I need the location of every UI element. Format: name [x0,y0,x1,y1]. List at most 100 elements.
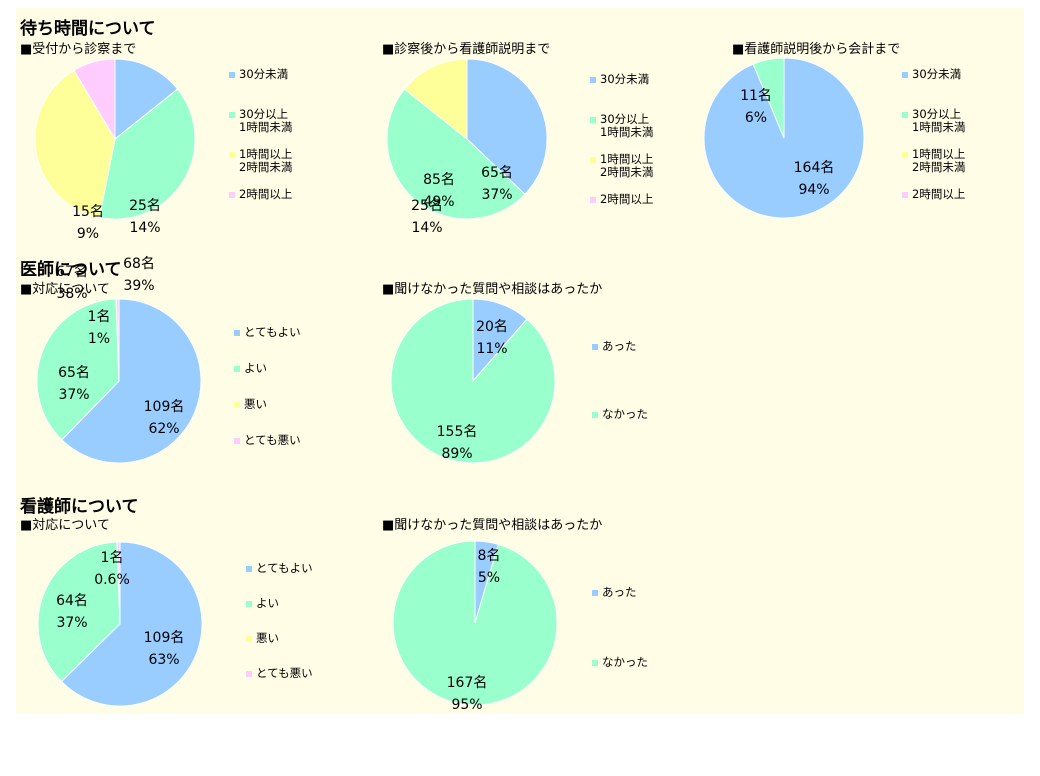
slice-count-label: 167名 [447,675,488,691]
slice-percent-label: 49% [423,194,454,210]
legend-label: あった [602,339,637,353]
slice-count-label: 109名 [144,399,185,415]
pie-chart-2: 65名 37% 85名 49%25名 14% [386,58,548,236]
legend-swatch [590,197,596,203]
slice-percent-label: 14% [411,220,442,236]
chart-title-exam-to-nurse: ■診察後から看護師説明まで [382,42,551,57]
legend-label: なかった [602,407,648,421]
pie-slice [392,540,558,706]
slice-percent-label: 11% [476,341,507,357]
slice-count-label: 1名 [101,550,124,566]
legend-swatch [590,157,596,163]
slice-count-label: 109名 [144,630,185,646]
slice-percent-label: 37% [481,187,512,203]
pie-slice [466,58,548,195]
slice-count-label: 25名 [411,198,443,214]
legend-swatch [592,412,598,418]
legend-swatch [246,601,252,607]
slice-count-label: 11名 [740,88,772,104]
slice-percent-label: 0.6% [94,572,130,588]
legend-swatch [590,117,596,123]
slice-count-label: 65名 [481,165,513,181]
slice-percent-label: 37% [58,387,89,403]
slice-percent-label: 37% [56,615,87,631]
legend-label: あった [602,585,637,599]
slice-percent-label: 89% [441,446,472,462]
slice-percent-label: 62% [148,421,179,437]
pie-chart-7: 8名 5% 167名 95% [392,540,558,713]
legend-swatch [902,192,908,198]
legend-label: 2時間以上 [239,187,293,201]
legend-swatch [234,438,240,444]
slice-count-label: 64名 [56,593,88,609]
slice-count-label: 164名 [794,160,835,176]
legend-label: とても悪い [256,666,313,680]
slice-count-label: 25名 [129,198,161,214]
slice-percent-label: 63% [148,652,179,668]
legend-swatch [246,566,252,572]
slice-count-label: 15名 [72,204,104,220]
legend-swatch [234,402,240,408]
slice-percent-label: 1% [88,331,110,347]
slice-count-label: 65名 [58,365,90,381]
pie-slice [34,69,116,219]
legend-label: 1時間以上 2時間未満 [912,147,966,174]
legend-label: 2時間以上 [600,192,654,206]
chart-title-reception-to-exam: ■受付から診察まで [20,42,137,57]
legend-label: 30分未満 [239,67,289,81]
legend-label: 悪い [244,397,267,411]
slice-count-label: 20名 [476,319,508,335]
legend-swatch [592,590,598,596]
pie-slice [390,298,556,464]
legend-label: 悪い [256,631,279,645]
legend-swatch [246,671,252,677]
legend-swatch [229,152,235,158]
chart-title-doctor-questions: ■聞けなかった質問や相談はあったか [382,282,603,297]
legend-swatch [902,112,908,118]
legend-swatch [246,636,252,642]
slice-percent-label: 6% [745,110,767,126]
chart-title-nurse-response: ■対応について [20,518,110,533]
chart-title-nurse-to-billing: ■看護師説明後から会計まで [732,42,901,57]
pie-chart-5: 20名 11% 155名 89% [390,298,556,464]
slice-count-label: 8名 [478,548,501,564]
pie-slice [386,88,526,220]
legend-swatch [592,660,598,666]
pie-slice [73,58,116,141]
legend-swatch [229,112,235,118]
slice-percent-label: 94% [798,182,829,198]
legend-label: とてもよい [244,325,301,339]
legend-swatch [234,330,240,336]
pie-slice [116,541,121,625]
legend-swatch [592,344,598,350]
pie-slice [752,57,785,139]
slice-percent-label: 5% [478,570,500,586]
legend-label: 30分未満 [912,67,962,81]
slice-count-label: 85名 [423,172,455,188]
slice-percent-label: 9% [77,226,99,242]
slice-percent-label: 38% [56,286,87,302]
pie-slice [403,58,468,141]
pie-chart-3: 164名 94% 11名 6% [703,57,865,219]
legend-label: よい [244,361,267,375]
pie-slice [36,298,120,441]
chart-title-doctor-response: ■対応について [20,282,110,297]
slice-count-label: 155名 [437,424,478,440]
legend-swatch [229,72,235,78]
pie-slice [37,541,121,683]
legend-label: とてもよい [256,561,313,575]
pie-chart-4: 109名 62% 65名 37% 1名 1% [36,298,202,464]
pie-chart-1: 25名 14% 68名 39% 67名 38% 15名 9% [34,58,196,302]
pie-slice [98,88,196,220]
section-title-doctor: 医師について [20,260,122,280]
legend-label: 1時間以上 2時間未満 [600,152,654,179]
legend-label: とても悪い [244,433,301,447]
legend-label: 30分未満 [600,72,650,86]
legend-label: 30分以上 1時間未満 [239,107,293,134]
slice-count-label: 67名 [56,264,88,280]
legend-label: 30分以上 1時間未満 [912,107,966,134]
pie-slice [115,298,120,382]
chart-title-nurse-questions: ■聞けなかった質問や相談はあったか [382,518,603,533]
legend-swatch [590,77,596,83]
legend-swatch [234,366,240,372]
